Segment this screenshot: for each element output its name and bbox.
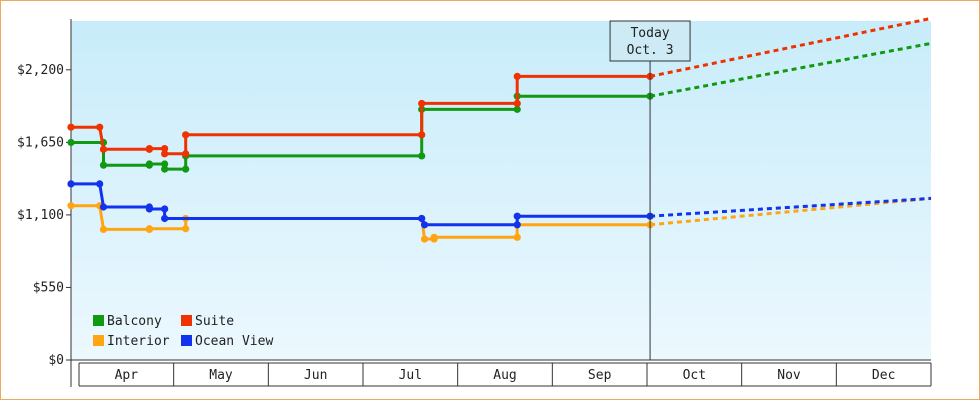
y-tick-label: $1,650	[17, 135, 64, 150]
month-label: Sep	[588, 368, 612, 383]
data-point	[161, 144, 169, 153]
month-label: Aug	[493, 368, 516, 383]
data-point	[182, 165, 190, 173]
data-point	[420, 235, 429, 243]
y-tick-label: $1,100	[17, 208, 64, 223]
data-point	[67, 123, 75, 131]
today-date: Oct. 3	[627, 43, 674, 58]
data-point	[161, 160, 169, 168]
series-ocean-view	[67, 180, 932, 229]
data-point	[182, 131, 190, 139]
data-point	[420, 221, 429, 229]
data-point	[418, 99, 426, 108]
forecast-line-balcony	[649, 41, 932, 98]
data-point	[513, 221, 521, 229]
series-line-balcony	[71, 94, 651, 171]
x-axis: Apr May Jun Jul Aug Sep Oct Nov Dec	[78, 362, 932, 387]
y-tick-label: $550	[33, 280, 64, 295]
y-axis: $0 $550 $1,100 $1,650 $2,200	[17, 19, 931, 387]
data-point	[430, 233, 438, 241]
data-point	[145, 225, 153, 233]
data-point	[161, 165, 169, 173]
today-label: Today	[630, 26, 669, 41]
legend-swatch-interior	[93, 335, 104, 346]
data-point	[145, 160, 153, 168]
month-label: Nov	[777, 368, 801, 383]
data-point	[99, 145, 108, 153]
data-point	[513, 99, 521, 108]
data-point	[99, 225, 108, 234]
month-label: Jun	[304, 368, 327, 383]
data-point	[182, 150, 190, 158]
data-point	[99, 161, 108, 169]
y-tick-label: $0	[48, 353, 64, 368]
data-point	[99, 203, 108, 211]
legend-label-suite: Suite	[195, 314, 234, 329]
series-line-suite	[71, 74, 651, 156]
data-point	[161, 214, 169, 223]
data-point	[161, 150, 169, 158]
data-point	[161, 205, 169, 213]
forecast-line-ocean-view	[650, 196, 932, 218]
month-label: Jul	[399, 368, 422, 383]
today-marker: Today Oct. 3	[609, 20, 691, 360]
y-tick-label: $2,200	[17, 63, 64, 78]
data-point	[513, 105, 521, 113]
legend-label-balcony: Balcony	[107, 314, 162, 329]
series-balcony	[67, 41, 932, 173]
data-point	[418, 152, 426, 160]
data-point	[513, 72, 521, 81]
data-point	[513, 212, 521, 220]
data-point	[67, 202, 75, 210]
legend: Balcony Suite Interior Ocean View	[93, 314, 273, 349]
series-layer	[67, 16, 932, 243]
data-point	[418, 214, 426, 223]
month-label: Apr	[115, 368, 139, 383]
data-point	[513, 233, 521, 241]
month-label: Oct	[683, 368, 706, 383]
legend-swatch-ocean-view	[181, 335, 192, 346]
data-point	[145, 205, 153, 213]
data-point	[96, 180, 104, 188]
data-point	[96, 123, 104, 131]
data-point	[67, 180, 75, 188]
month-label: May	[209, 368, 233, 383]
forecast-line-suite	[649, 16, 932, 78]
plot-area	[71, 21, 931, 360]
today-box	[609, 20, 691, 62]
legend-swatch-suite	[181, 315, 192, 326]
data-point	[182, 225, 190, 233]
legend-swatch-balcony	[93, 315, 104, 326]
legend-label-interior: Interior	[107, 334, 170, 349]
data-point	[145, 144, 153, 153]
month-label: Dec	[872, 368, 895, 383]
series-suite	[67, 16, 932, 158]
data-point	[67, 138, 75, 147]
data-point	[418, 131, 426, 139]
legend-label-ocean-view: Ocean View	[195, 334, 273, 349]
